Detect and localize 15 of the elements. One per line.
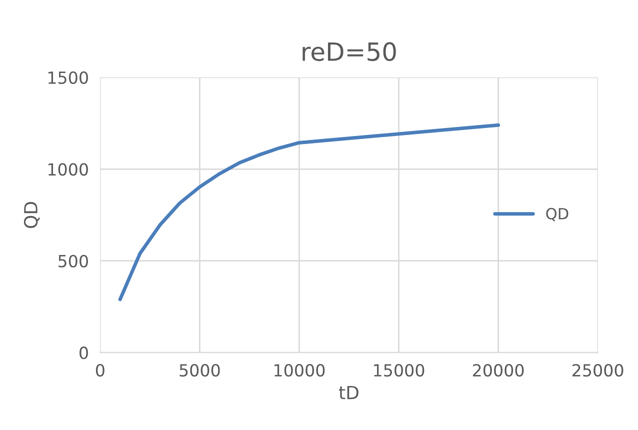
x-tick-label: 20000 [472, 364, 524, 377]
x-axis-title: tD [338, 386, 358, 400]
y-tick-label: 1500 [48, 71, 88, 84]
x-tick-label: 5000 [180, 364, 220, 377]
x-tick-label: 10000 [274, 364, 325, 377]
line-series [118, 123, 500, 302]
x-tick-label: 0 [96, 364, 104, 377]
x-tick-label: 25000 [572, 364, 624, 377]
y-tick-label: 1000 [48, 163, 88, 176]
legend-label: QD [546, 208, 568, 222]
x-tick-label: 15000 [374, 364, 424, 377]
y-axis-title: QD [24, 202, 40, 228]
y-tick-label: 0 [80, 346, 88, 360]
chart-title: reD=50 [302, 42, 396, 62]
y-tick-label: 500 [58, 254, 88, 268]
